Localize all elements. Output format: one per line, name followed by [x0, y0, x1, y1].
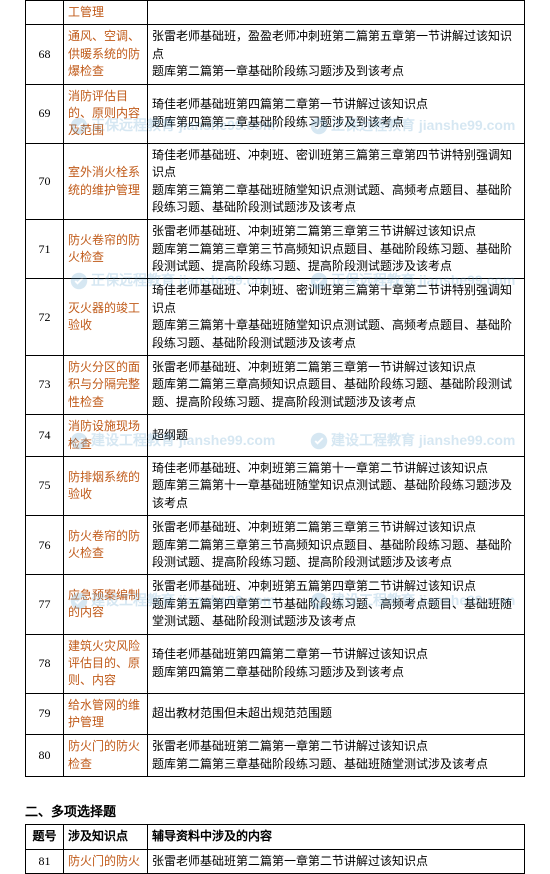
table-header-row: 题号涉及知识点辅导资料中涉及的内容	[26, 825, 525, 849]
table-row: 78建筑火灾风险评估目的、原则、内容琦佳老师基础班第四篇第二章第一节讲解过该知识…	[26, 634, 525, 693]
table-row: 74消防设施现场检查超纲题	[26, 415, 525, 457]
row-content: 张雷老师基础班第二篇第一章第二节讲解过该知识点题库第二篇第三章基础阶段练习题、基…	[148, 735, 525, 777]
row-content: 张雷老师基础班、冲刺班第二篇第三章第三节讲解过该知识点题库第二篇第三章第三节高频…	[148, 220, 525, 279]
row-topic: 防火卷帘的防火检查	[64, 220, 148, 279]
row-content: 张雷老师基础班、冲刺班第五篇第四章第二节讲解过该知识点题库第五篇第四章第二节基础…	[148, 575, 525, 634]
row-number: 71	[26, 220, 64, 279]
row-content: 张雷老师基础班第二篇第一章第二节讲解过该知识点	[148, 849, 525, 873]
row-number: 75	[26, 456, 64, 515]
row-topic: 应急预案编制的内容	[64, 575, 148, 634]
row-content: 琦佳老师基础班第四篇第二章第一节讲解过该知识点题库第四篇第二章基础阶段练习题涉及…	[148, 634, 525, 693]
row-number: 79	[26, 693, 64, 735]
row-content: 张雷老师基础班、冲刺班第二篇第三章第三节讲解过该知识点题库第二篇第三章第三节高频…	[148, 516, 525, 575]
table-row: 77应急预案编制的内容张雷老师基础班、冲刺班第五篇第四章第二节讲解过该知识点题库…	[26, 575, 525, 634]
row-content: 琦佳老师基础班、冲刺班第三篇第十一章第二节讲解过该知识点题库第三篇第十一章基础班…	[148, 456, 525, 515]
table-row: 73防火分区的面积与分隔完整性检查张雷老师基础班、冲刺班第二篇第三章第一节讲解过…	[26, 356, 525, 415]
row-topic: 防火门的防火检查	[64, 735, 148, 777]
header-topic: 涉及知识点	[64, 825, 148, 849]
row-number: 68	[26, 25, 64, 84]
row-topic: 防火门的防火	[64, 849, 148, 873]
row-topic: 通风、空调、供暖系统的防爆检查	[64, 25, 148, 84]
header-number: 题号	[26, 825, 64, 849]
table-row: 79给水管网的维护管理超出教材范围但未超出规范范围题	[26, 693, 525, 735]
table-row: 工管理	[26, 1, 525, 25]
table-row: 69消防评估目的、原则内容及范围琦佳老师基础班第四篇第二章第一节讲解过该知识点题…	[26, 84, 525, 143]
table-row: 81防火门的防火张雷老师基础班第二篇第一章第二节讲解过该知识点	[26, 849, 525, 873]
table-row: 72灭火器的竣工验收琦佳老师基础班、冲刺班、密训班第三篇第十章第二节讲特别强调知…	[26, 279, 525, 356]
row-topic: 建筑火灾风险评估目的、原则、内容	[64, 634, 148, 693]
row-number: 73	[26, 356, 64, 415]
main-table: 工管理68通风、空调、供暖系统的防爆检查张雷老师基础班，盈盈老师冲刺班第二篇第五…	[25, 0, 525, 777]
row-number: 69	[26, 84, 64, 143]
row-topic: 工管理	[64, 1, 148, 25]
row-topic: 灭火器的竣工验收	[64, 279, 148, 356]
section-2-title: 二、多项选择题	[25, 801, 525, 820]
multi-choice-table: 题号涉及知识点辅导资料中涉及的内容81防火门的防火张雷老师基础班第二篇第一章第二…	[25, 824, 525, 874]
row-number: 78	[26, 634, 64, 693]
row-content: 琦佳老师基础班、冲刺班、密训班第三篇第十章第二节讲特别强调知识点题库第三篇第十章…	[148, 279, 525, 356]
row-topic: 防火卷帘的防火检查	[64, 516, 148, 575]
row-number: 74	[26, 415, 64, 457]
header-content: 辅导资料中涉及的内容	[148, 825, 525, 849]
row-number: 70	[26, 143, 64, 220]
row-number: 81	[26, 849, 64, 873]
row-number: 76	[26, 516, 64, 575]
row-content: 超纲题	[148, 415, 525, 457]
row-number: 80	[26, 735, 64, 777]
table-row: 80防火门的防火检查张雷老师基础班第二篇第一章第二节讲解过该知识点题库第二篇第三…	[26, 735, 525, 777]
row-content: 琦佳老师基础班第四篇第二章第一节讲解过该知识点题库第四篇第二章基础阶段练习题涉及…	[148, 84, 525, 143]
row-number: 77	[26, 575, 64, 634]
row-content: 张雷老师基础班、冲刺班第二篇第三章第一节讲解过该知识点题库第二篇第三章高频知识点…	[148, 356, 525, 415]
table-row: 71防火卷帘的防火检查张雷老师基础班、冲刺班第二篇第三章第三节讲解过该知识点题库…	[26, 220, 525, 279]
table-row: 68通风、空调、供暖系统的防爆检查张雷老师基础班，盈盈老师冲刺班第二篇第五章第一…	[26, 25, 525, 84]
row-topic: 给水管网的维护管理	[64, 693, 148, 735]
table-row: 76防火卷帘的防火检查张雷老师基础班、冲刺班第二篇第三章第三节讲解过该知识点题库…	[26, 516, 525, 575]
row-topic: 消防设施现场检查	[64, 415, 148, 457]
row-topic: 防排烟系统的验收	[64, 456, 148, 515]
row-content: 超出教材范围但未超出规范范围题	[148, 693, 525, 735]
row-number: 72	[26, 279, 64, 356]
row-content: 琦佳老师基础班、冲刺班、密训班第三篇第三章第四节讲特别强调知识点题库第三篇第二章…	[148, 143, 525, 220]
row-topic: 防火分区的面积与分隔完整性检查	[64, 356, 148, 415]
row-topic: 室外消火栓系统的维护管理	[64, 143, 148, 220]
row-topic: 消防评估目的、原则内容及范围	[64, 84, 148, 143]
row-number	[26, 1, 64, 25]
row-content	[148, 1, 525, 25]
row-content: 张雷老师基础班，盈盈老师冲刺班第二篇第五章第一节讲解过该知识点题库第二篇第一章基…	[148, 25, 525, 84]
table-row: 70室外消火栓系统的维护管理琦佳老师基础班、冲刺班、密训班第三篇第三章第四节讲特…	[26, 143, 525, 220]
table-row: 75防排烟系统的验收琦佳老师基础班、冲刺班第三篇第十一章第二节讲解过该知识点题库…	[26, 456, 525, 515]
